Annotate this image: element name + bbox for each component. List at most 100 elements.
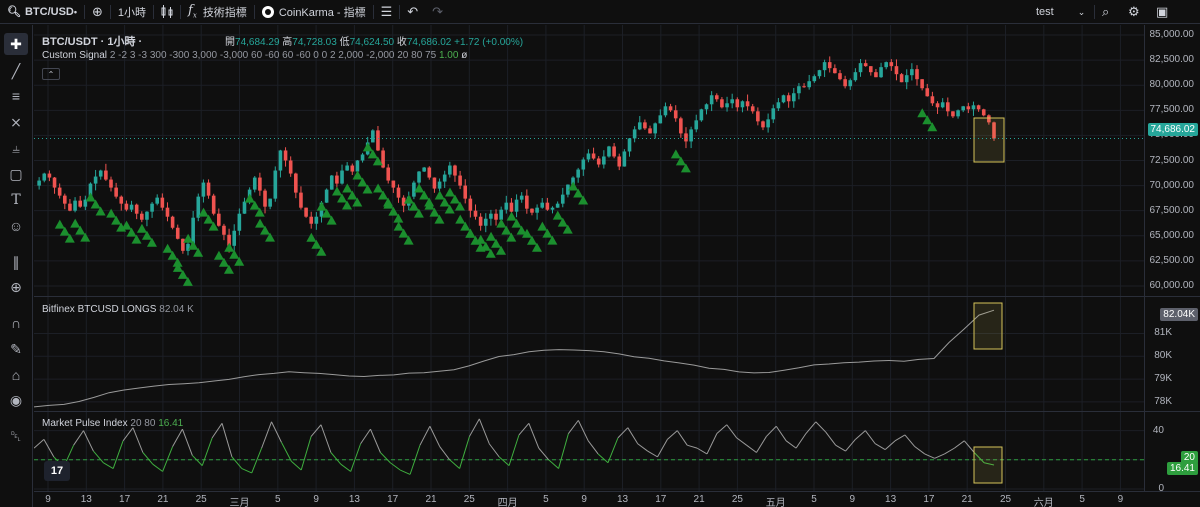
main-legend[interactable]: BTC/USDT · 1小時 · 開74,684.29 高74,728.03 低… [42, 33, 523, 49]
settings-button[interactable]: ⚙ [1128, 0, 1140, 24]
indicators-button[interactable]: fx 技術指標 [181, 0, 254, 24]
ohlc-readout: 開74,684.29 高74,728.03 低74,624.50 收74,686… [225, 37, 523, 48]
candle-body [781, 95, 786, 103]
add-symbol-button[interactable]: ⊕ [85, 0, 110, 24]
crosshair-tool[interactable]: ✚ [4, 33, 28, 55]
pulse-line [389, 462, 401, 471]
lock-draw-tool[interactable]: ✎ [4, 338, 28, 360]
candle-body [427, 167, 432, 178]
collapse-legend-button[interactable]: ⌃ [42, 68, 60, 80]
candle-body [129, 204, 134, 210]
tradingview-logo[interactable]: 17 [44, 461, 70, 481]
signal-marker [573, 188, 584, 198]
layout-selector[interactable]: test ⌄ [1036, 0, 1085, 24]
time-tick-label: 17 [923, 494, 935, 505]
undo-button[interactable]: ↶ [400, 0, 425, 24]
symbol-search[interactable]: 🔍︎ BTC/USD • [7, 5, 78, 19]
pulse-line [607, 437, 619, 463]
candle-body [324, 189, 329, 203]
candle-body [668, 106, 673, 111]
time-tick-label: 六月 [1033, 498, 1054, 507]
candle-body [550, 207, 555, 210]
candle-body [478, 216, 483, 226]
candle-body [145, 211, 149, 220]
pulse-line [508, 434, 520, 466]
candle-body [73, 200, 77, 211]
trendline-tool[interactable]: ╱ [4, 60, 28, 82]
signal-marker [927, 122, 938, 132]
coinkarma-button[interactable]: CoinKarma - 指標 [255, 0, 373, 24]
candle-body [653, 123, 657, 134]
magnet-tool[interactable]: ∩ [4, 312, 28, 334]
lock-all-tool[interactable]: ⌂ [4, 364, 28, 386]
signal-marker [255, 218, 266, 228]
ruler-tool[interactable]: ∥ [4, 251, 28, 273]
pulse-line [884, 440, 896, 450]
quick-search-button[interactable]: ⌕ [1102, 0, 1109, 24]
candle-body [525, 195, 529, 209]
screenshot-button[interactable]: ▣ [1156, 0, 1168, 24]
signal-marker [167, 250, 178, 260]
pulse-level-tag: 20 [1180, 451, 1198, 464]
pulse-line [815, 421, 827, 433]
longs-legend[interactable]: Bitfinex BTCUSD LONGS 82.04 K [42, 304, 194, 315]
candle-body [350, 165, 355, 172]
candle-body [83, 199, 88, 207]
pulse-line [320, 424, 332, 453]
candle-body [951, 111, 955, 117]
pulse-line [548, 459, 559, 469]
symbol-label: BTC/USD [24, 5, 74, 18]
close-label: 收 [396, 37, 407, 48]
pulse-line [914, 446, 926, 455]
candle-body [535, 207, 539, 213]
fib-tool[interactable]: ≡ [4, 85, 28, 107]
candle-body [57, 187, 62, 196]
pattern-tool[interactable]: ⨯ [4, 111, 28, 133]
price-tick-label: 62,500.00 [1149, 254, 1195, 266]
indicator-legend[interactable]: Custom Signal 2 -2 3 -3 300 -300 3,000 -… [42, 50, 467, 61]
redo-button[interactable]: ↷ [425, 0, 450, 24]
candle-body [940, 102, 945, 108]
lock-icon: ⌂ [11, 367, 21, 383]
candle-body [791, 93, 796, 102]
signal-marker [193, 247, 204, 257]
signal-marker [121, 220, 132, 230]
zoom-tool[interactable]: ⊕ [4, 276, 28, 298]
signal-marker [413, 208, 424, 218]
time-tick-label: 21 [961, 494, 973, 505]
emoji-tool[interactable]: ☺ [4, 215, 28, 237]
hide-tool[interactable]: ◉ [4, 389, 28, 411]
projection-tool[interactable]: ⫨ [4, 137, 28, 159]
add-symbol-icon: ⊕ [92, 3, 103, 19]
signal-marker [414, 183, 425, 193]
candle-body [622, 151, 627, 167]
signal-marker [223, 264, 234, 274]
interval-button[interactable]: 1小時 [111, 0, 153, 24]
pulse-legend[interactable]: Market Pulse Index 20 80 16.41 [42, 418, 183, 429]
chart-type-button[interactable] [154, 0, 180, 24]
pane-separator[interactable] [34, 296, 1200, 297]
candle-body [335, 175, 339, 184]
candle-body [935, 103, 940, 108]
pulse-line [518, 422, 530, 436]
signal-marker [542, 228, 553, 238]
signal-marker [454, 201, 465, 211]
signal-marker [496, 218, 507, 228]
shapes-tool[interactable]: ▢ [4, 163, 28, 185]
candle-body [560, 194, 565, 204]
remove-tool[interactable]: ␡ [4, 425, 28, 447]
object-tree-button[interactable]: ☰ [374, 0, 400, 24]
signal-marker [172, 262, 183, 272]
signal-marker [670, 149, 681, 159]
pulse-line [340, 463, 351, 472]
candle-body [879, 67, 883, 78]
candle-body [812, 76, 817, 82]
chart-canvas[interactable] [34, 25, 1144, 492]
candle-body [442, 174, 447, 182]
signal-marker [357, 177, 368, 187]
signal-marker [917, 108, 928, 118]
candle-body [576, 169, 580, 178]
settings-icon: ⚙ [1128, 4, 1140, 19]
pane-separator[interactable] [34, 411, 1200, 412]
text-tool[interactable]: T [4, 189, 28, 211]
